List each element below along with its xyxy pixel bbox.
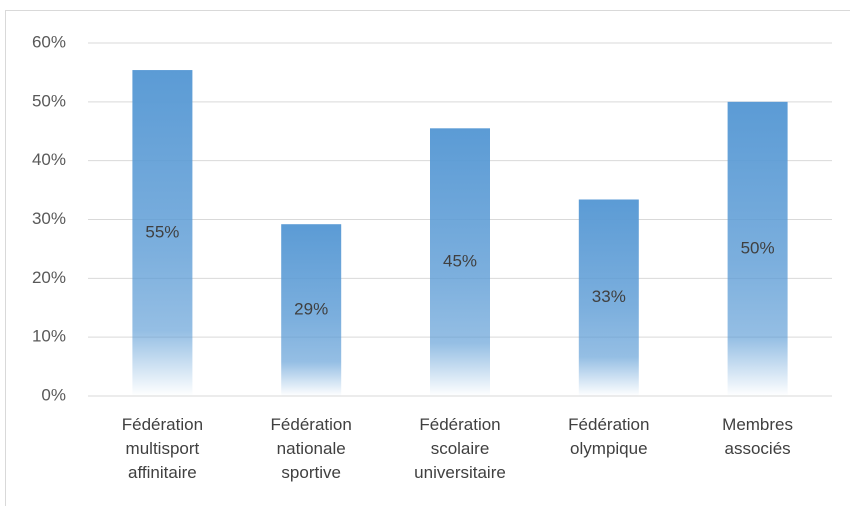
x-tick-label: Fédération olympique xyxy=(568,415,650,458)
data-label: 45% xyxy=(443,252,477,271)
y-tick-label: 40% xyxy=(32,150,66,169)
y-tick-label: 30% xyxy=(32,209,66,228)
x-tick-label: Fédération nationale sportive xyxy=(270,415,352,482)
data-label: 55% xyxy=(145,223,179,242)
bar xyxy=(281,224,342,396)
y-tick-label: 50% xyxy=(32,91,66,110)
x-tick-label: Membres associés xyxy=(722,415,794,458)
y-tick-label: 20% xyxy=(32,268,66,287)
y-tick-label: 60% xyxy=(32,32,66,51)
data-label: 33% xyxy=(592,287,626,306)
x-tick-label: Fédération scolaire universitaire xyxy=(414,415,506,482)
bar xyxy=(132,70,193,397)
bar xyxy=(727,101,788,396)
data-label: 50% xyxy=(741,238,775,257)
y-tick-label: 0% xyxy=(41,385,66,404)
y-tick-label: 10% xyxy=(32,327,66,346)
bar xyxy=(430,128,490,396)
chart-frame xyxy=(5,10,850,506)
x-tick-label: Fédération multisport affinitaire xyxy=(121,415,204,482)
bar xyxy=(578,199,639,396)
data-label: 29% xyxy=(294,300,328,319)
